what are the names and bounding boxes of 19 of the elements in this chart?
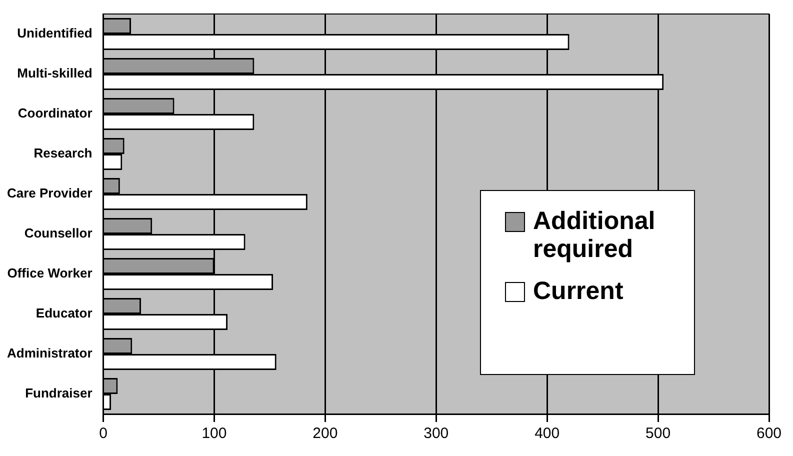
y-tick-label: Fundraiser: [25, 386, 92, 401]
x-tick-label: 500: [646, 425, 671, 442]
y-tick-label: Research: [34, 146, 92, 161]
y-tick-label: Care Provider: [6, 186, 92, 201]
y-tick-label: Coordinator: [18, 106, 92, 121]
y-tick-label: Office Worker: [7, 266, 92, 281]
y-tick-label: Unidentified: [17, 26, 92, 41]
y-tick-label: Counsellor: [24, 226, 92, 241]
x-tick-label: 0: [99, 425, 108, 442]
x-tick-label: 600: [756, 425, 782, 442]
x-tick-label: 200: [312, 425, 338, 442]
x-tick-label: 400: [534, 425, 560, 442]
x-tick-label: 300: [424, 425, 449, 442]
y-tick-label: Multi-skilled: [17, 66, 92, 81]
legend-label: Current: [533, 277, 624, 305]
x-tick-label: 100: [202, 425, 227, 442]
y-tick-label: Administrator: [7, 346, 92, 361]
y-tick-label: Educator: [36, 306, 92, 321]
legend-label: Additional required: [533, 207, 656, 263]
